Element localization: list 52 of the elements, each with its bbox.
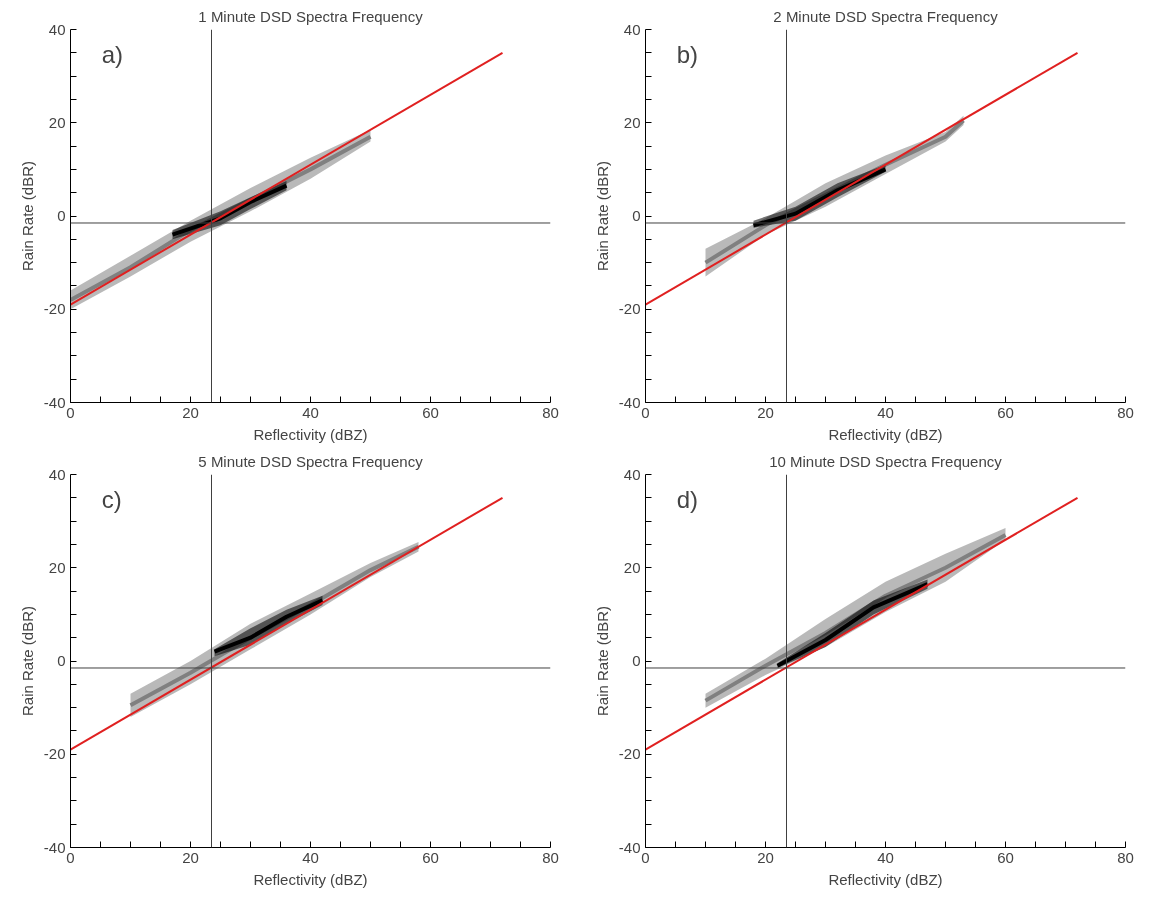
annotation: d)	[676, 485, 699, 513]
chart-title: 5 Minute DSD Spectra Frequency	[198, 452, 424, 470]
y-tick-label: 20	[48, 113, 66, 131]
x-tick-label: 40	[877, 848, 894, 866]
y-tick-label: 40	[623, 465, 641, 483]
y-tick-label: -20	[618, 745, 641, 763]
x-tick-label: 80	[1117, 848, 1134, 866]
x-tick-label: 60	[422, 848, 439, 866]
x-axis-title: Reflectivity (dBZ)	[828, 425, 943, 443]
x-tick-label: 80	[1117, 403, 1134, 421]
x-tick-label: 20	[182, 848, 199, 866]
chart-title: 1 Minute DSD Spectra Frequency	[198, 7, 424, 25]
y-tick-label: 20	[623, 113, 641, 131]
x-tick-label: 40	[877, 403, 894, 421]
x-tick-label: 60	[422, 403, 439, 421]
y-tick-label: 0	[57, 207, 66, 224]
chart-title: 10 Minute DSD Spectra Frequency	[769, 452, 1003, 470]
x-tick-label: 40	[302, 403, 319, 421]
y-tick-label: 40	[48, 465, 66, 483]
x-tick-label: 80	[542, 848, 559, 866]
y-tick-label: -40	[43, 393, 66, 411]
y-tick-label: -40	[43, 838, 66, 856]
y-tick-label: -40	[618, 393, 641, 411]
chart-title: 2 Minute DSD Spectra Frequency	[773, 7, 999, 25]
annotation: b)	[676, 40, 699, 68]
x-tick-label: 20	[182, 403, 199, 421]
y-tick-label: 40	[48, 20, 66, 38]
y-tick-label: 0	[57, 652, 66, 669]
x-tick-label: 60	[997, 403, 1014, 421]
y-axis-title: Rain Rate (dBR)	[593, 160, 611, 272]
y-tick-label: -40	[618, 838, 641, 856]
y-tick-label: -20	[43, 300, 66, 318]
annotation: c)	[101, 485, 122, 513]
y-tick-label: 20	[48, 558, 66, 576]
y-axis-title: Rain Rate (dBR)	[18, 160, 36, 272]
y-tick-label: 40	[623, 20, 641, 38]
y-tick-label: -20	[43, 745, 66, 763]
y-tick-label: 0	[632, 652, 641, 669]
x-axis-title: Reflectivity (dBZ)	[253, 870, 368, 888]
x-tick-label: 40	[302, 848, 319, 866]
x-tick-label: 20	[757, 403, 774, 421]
y-tick-label: 20	[623, 558, 641, 576]
x-tick-label: 80	[542, 403, 559, 421]
annotation: a)	[101, 40, 124, 68]
x-tick-label: 60	[997, 848, 1014, 866]
y-tick-label: 0	[632, 207, 641, 224]
x-axis-title: Reflectivity (dBZ)	[253, 425, 368, 443]
y-axis-title: Rain Rate (dBR)	[18, 605, 36, 717]
y-tick-label: -20	[618, 300, 641, 318]
x-tick-label: 20	[757, 848, 774, 866]
x-axis-title: Reflectivity (dBZ)	[828, 870, 943, 888]
y-axis-title: Rain Rate (dBR)	[593, 605, 611, 717]
